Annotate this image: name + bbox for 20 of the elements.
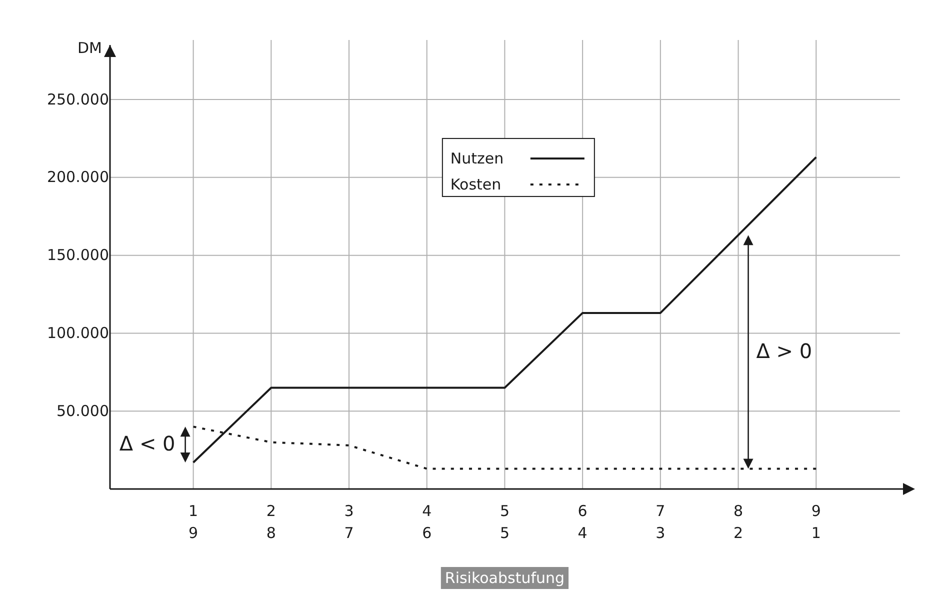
legend-label: Kosten	[450, 175, 502, 194]
x-tick-label: 2 8	[266, 502, 276, 542]
legend-label: Nutzen	[450, 149, 504, 168]
y-tick-label: 150.000	[46, 246, 109, 264]
y-axis-title: DM	[78, 39, 102, 57]
y-tick-label: 100.000	[46, 324, 109, 342]
x-axis-title: Risikoabstufung	[444, 569, 565, 587]
x-tick-label: 8 2	[734, 502, 744, 542]
x-tick-label: 6 4	[578, 502, 588, 542]
y-tick-label: 50.000	[56, 402, 109, 420]
x-tick-label: 9 1	[811, 502, 821, 542]
x-tick-label: 4 6	[422, 502, 432, 542]
annotation: Δ > 0	[756, 338, 812, 363]
annotation: Δ < 0	[119, 432, 176, 456]
x-tick-label: 1 9	[188, 502, 198, 542]
y-tick-label: 250.000	[46, 90, 109, 108]
x-tick-label: 3 7	[344, 502, 354, 542]
x-tick-label: 5 5	[500, 502, 510, 542]
x-tick-label: 7 3	[656, 502, 666, 542]
y-tick-label: 200.000	[46, 168, 109, 186]
